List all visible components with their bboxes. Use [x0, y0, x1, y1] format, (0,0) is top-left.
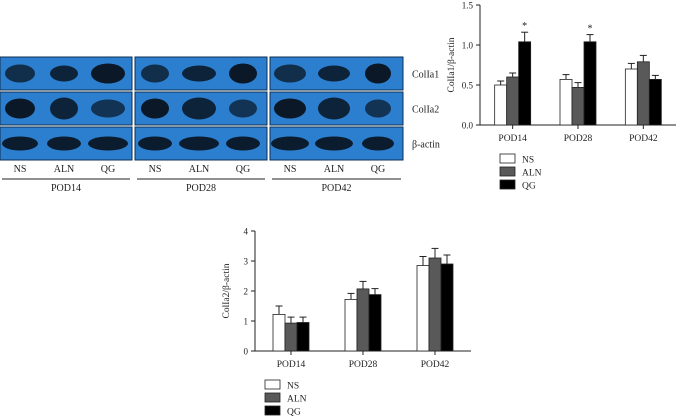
- blot-band: [179, 136, 219, 151]
- bar-qg-pod14: [518, 41, 532, 126]
- bar-ns-pod28: [344, 299, 358, 352]
- colia1-bar-chart: 0.0 0.5 1.0 1.5 ColIa1/β-actin POD14 POD28 POD4…: [447, 1, 676, 192]
- legend-label-qg: QG: [522, 182, 536, 192]
- blot-group-label: POD14: [51, 183, 81, 194]
- blot-band: [271, 136, 309, 151]
- blot-lane-label: ALN: [324, 164, 345, 175]
- blot-band: [91, 63, 125, 84]
- blot-lane-label: QG: [236, 164, 250, 175]
- blot-band: [182, 65, 216, 82]
- blot-band: [318, 65, 350, 82]
- blot-lane-label: NS: [14, 164, 27, 175]
- blot-band: [141, 98, 169, 119]
- blot-band: [315, 136, 353, 151]
- bar-ns-pod28: [559, 79, 573, 126]
- y-tick-label: 2: [244, 287, 249, 297]
- blot-lane-label: NS: [149, 164, 162, 175]
- y-tick-label: 0.5: [462, 81, 474, 91]
- legend-label-qg: QG: [287, 408, 301, 418]
- blot-band: [274, 98, 306, 119]
- blot-band: [138, 136, 172, 151]
- y-tick-label: 1.0: [462, 41, 474, 51]
- bar-aln-pod28: [571, 87, 585, 126]
- blot-band: [5, 98, 35, 119]
- blot-band: [226, 136, 260, 151]
- bar-aln-pod42: [636, 61, 650, 126]
- y-axis-label: ColIa1/β-actin: [447, 37, 457, 92]
- blot-lane-label: NS: [284, 164, 297, 175]
- blot-lane-label: ALN: [189, 164, 210, 175]
- bar-aln-pod14: [506, 76, 520, 126]
- x-tick-label: POD14: [277, 360, 306, 370]
- blot-lane-label: QG: [371, 164, 385, 175]
- significance-marker: *: [588, 24, 593, 35]
- blot-group-label: POD28: [186, 183, 216, 194]
- blot-band: [362, 136, 394, 151]
- blot-row-label: ColIa1: [412, 70, 439, 81]
- blot-band: [91, 99, 125, 118]
- legend-swatch-aln: [264, 392, 281, 403]
- y-tick-label: 4: [244, 227, 249, 237]
- legend-label-ns: NS: [287, 382, 299, 392]
- blot-group-label: POD42: [321, 183, 351, 194]
- blot-band: [274, 64, 306, 83]
- legend-label-aln: ALN: [287, 395, 307, 405]
- blot-row-label: ColIa2: [412, 105, 439, 116]
- blot-band: [88, 136, 128, 151]
- blot-band: [2, 136, 38, 151]
- y-tick-label: 0.0: [462, 121, 474, 131]
- bar-aln-pod28: [356, 288, 370, 352]
- legend-label-ns: NS: [522, 156, 534, 166]
- bar-ns-pod42: [624, 68, 638, 126]
- blot-band: [47, 136, 81, 151]
- y-tick-label: 0: [244, 347, 249, 357]
- blot-band: [141, 64, 169, 83]
- colia2-bar-chart: 0 1 2 3 4 ColIa2/β-actin POD14 POD28 POD42 NS ALN Q…: [222, 227, 471, 418]
- x-tick-label: POD28: [564, 134, 593, 144]
- y-tick-label: 1.5: [462, 1, 474, 11]
- bar-qg-pod28: [368, 294, 382, 352]
- western-blot-panel: ColIa1 ColIa2 β-actin NS ALN QG POD14 NS ALN QG PO…: [0, 56, 440, 194]
- blot-band: [182, 97, 216, 120]
- bar-qg-pod42: [440, 263, 454, 352]
- bar-ns-pod14: [494, 84, 508, 126]
- blot-lane-label: QG: [101, 164, 115, 175]
- bar-qg-pod28: [583, 41, 597, 126]
- bar-ns-pod42: [416, 265, 430, 352]
- blot-band: [318, 97, 350, 120]
- blot-band: [365, 99, 391, 118]
- legend-swatch-qg: [499, 179, 516, 190]
- legend-label-aln: ALN: [522, 169, 542, 179]
- bar-qg-pod14: [296, 322, 310, 352]
- x-tick-label: POD28: [349, 360, 378, 370]
- x-tick-label: POD42: [629, 134, 658, 144]
- legend-swatch-ns: [264, 379, 281, 390]
- x-tick-label: POD42: [421, 360, 450, 370]
- bar-ns-pod14: [272, 314, 286, 352]
- legend-swatch-aln: [499, 166, 516, 177]
- blot-band: [50, 97, 78, 120]
- y-tick-label: 1: [244, 317, 249, 327]
- bar-aln-pod42: [428, 257, 442, 352]
- blot-band: [50, 65, 78, 82]
- blot-band: [229, 63, 257, 84]
- bar-aln-pod14: [284, 322, 298, 352]
- x-tick-label: POD14: [498, 134, 527, 144]
- bar-qg-pod42: [648, 79, 662, 126]
- significance-marker: *: [522, 21, 527, 32]
- legend-swatch-qg: [264, 405, 281, 416]
- blot-lane-label: ALN: [54, 164, 75, 175]
- y-axis-label: ColIa2/β-actin: [222, 263, 232, 318]
- blot-band: [365, 63, 391, 84]
- blot-row-label: β-actin: [412, 140, 440, 151]
- blot-band: [5, 64, 35, 83]
- blot-band: [229, 99, 257, 118]
- y-tick-label: 3: [244, 257, 249, 267]
- legend-swatch-ns: [499, 153, 516, 164]
